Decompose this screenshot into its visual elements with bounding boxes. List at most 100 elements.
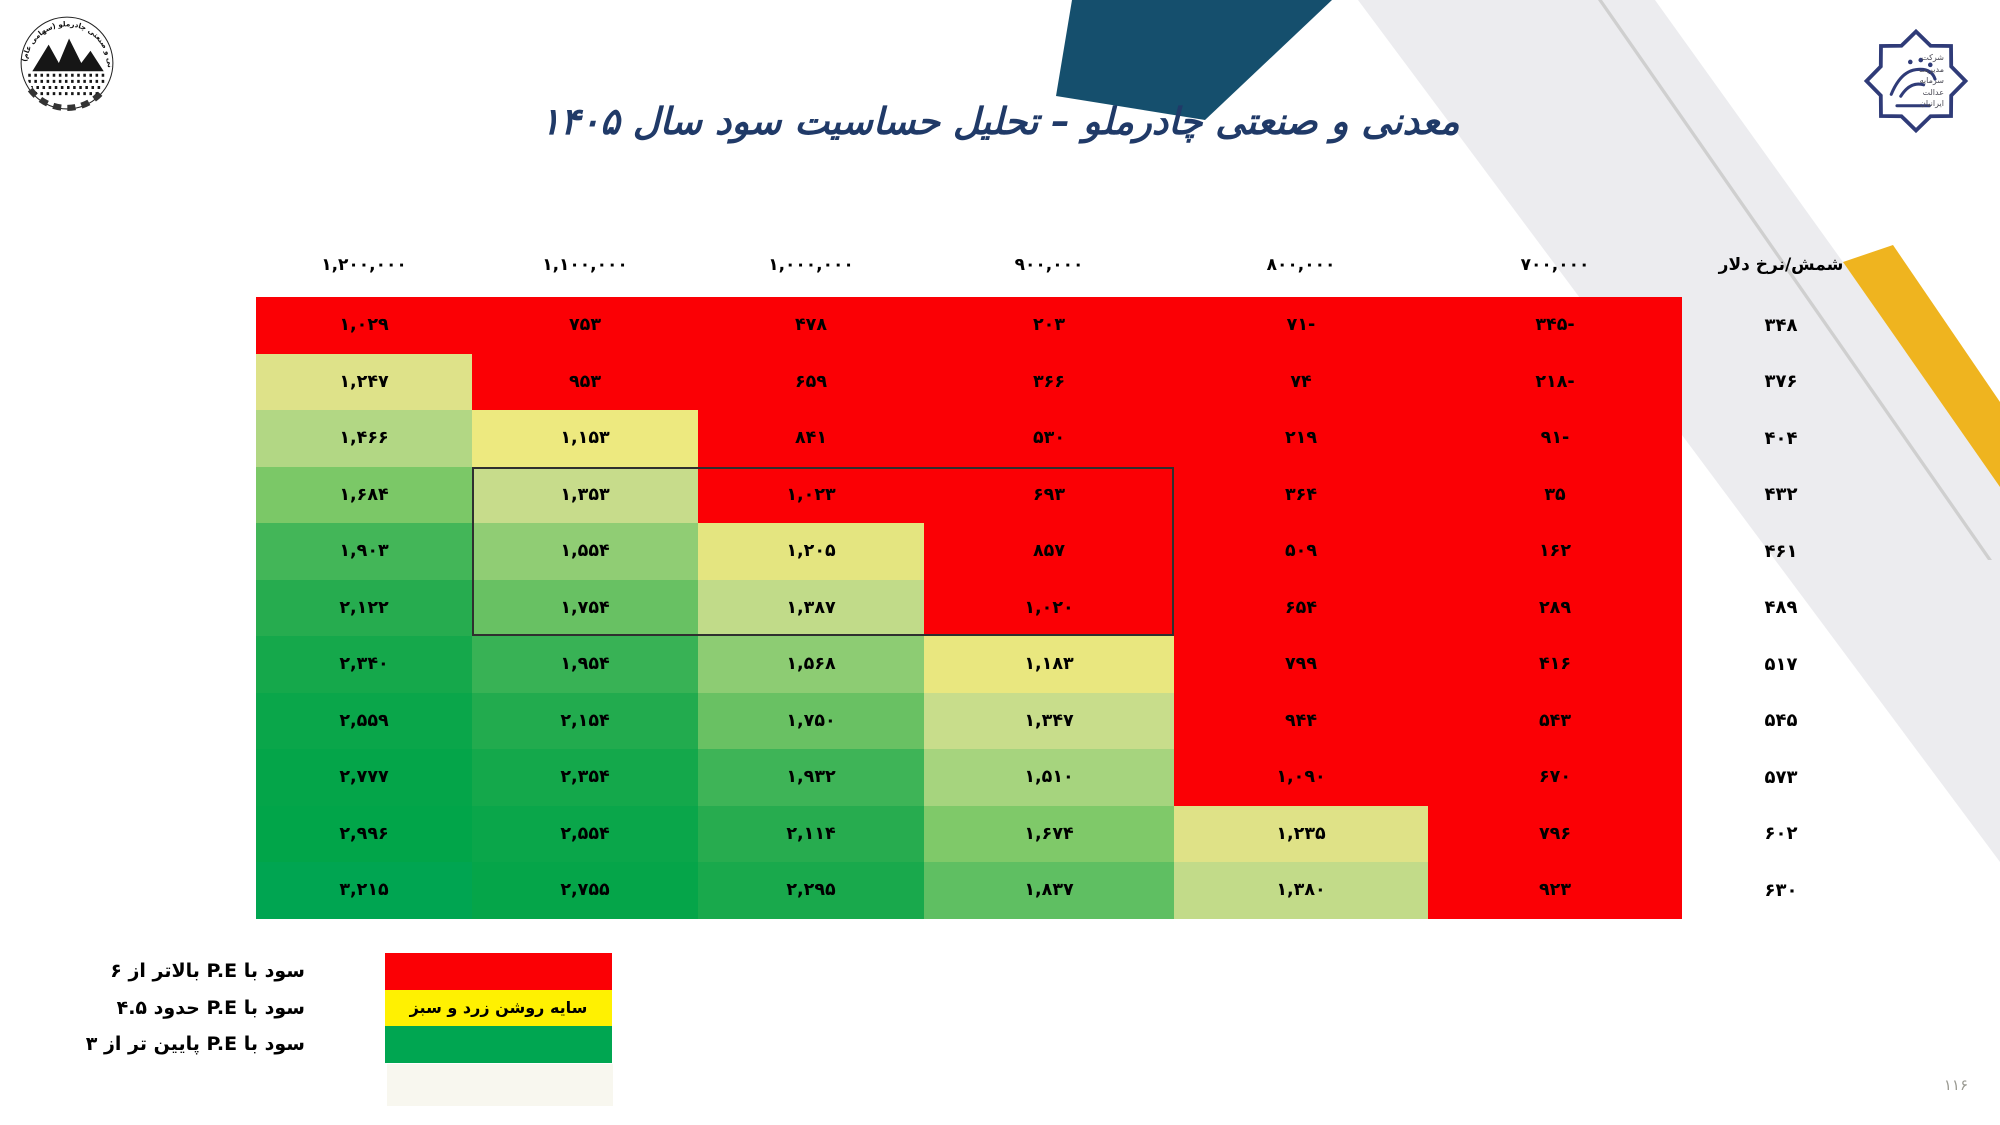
heatmap-cell: ۲,۷۷۷ [256, 749, 472, 806]
logo-ring-segments [27, 87, 107, 111]
heatmap-cell: ۷۵۳ [472, 297, 698, 354]
heatmap-cell: ۲,۹۹۶ [256, 805, 472, 862]
heatmap-cell: ۴۷۸ [698, 297, 924, 354]
heatmap-cell: ۱,۹۰۳ [256, 523, 472, 580]
heatmap-cell: ۱,۵۶۸ [698, 636, 924, 693]
page-title: معدنی و صنعتی چادرملو – تحلیل حساسیت سود… [540, 100, 1460, 143]
legend-label-red: سود با P.E بالاتر از ۶ [110, 960, 305, 982]
heatmap-cell: ۱,۳۵۳ [472, 466, 698, 523]
heatmap-cell: ۵۰۹ [1174, 523, 1428, 580]
legend-swatch-yellow: سایه روشن زرد و سبز [385, 989, 612, 1026]
column-header: ۹۰۰,۰۰۰ [1014, 255, 1084, 275]
row-label: ۳۷۶ [1764, 371, 1798, 393]
column-header: ۱,۱۰۰,۰۰۰ [542, 255, 628, 275]
heatmap-cell: ۱,۴۶۶ [256, 410, 472, 467]
heatmap-cell: ۱,۲۳۵ [1174, 805, 1428, 862]
chadormalu-logo: شرکت معدنی و صنعتی چادرملو (سهامی عام) [16, 10, 115, 111]
heatmap-cell: ۲,۷۵۵ [472, 862, 698, 919]
page-number: ۱۱۶ [1943, 1076, 1968, 1094]
heatmap-cell: ۱,۲۰۵ [698, 523, 924, 580]
row-label: ۴۰۴ [1764, 427, 1798, 449]
heatmap-cell: ۵۳۰ [924, 410, 1174, 467]
heatmap-cell: ۲,۱۱۴ [698, 805, 924, 862]
investment-company-logo [1863, 28, 1969, 134]
right-logo-text-line: سرمایه [1919, 76, 1944, 85]
heatmap-cell: ۲,۵۵۹ [256, 692, 472, 749]
heatmap-cell: ۷۹۶ [1428, 805, 1682, 862]
right-logo-text-line: عدالت [1922, 87, 1945, 97]
legend-glow [387, 1064, 613, 1106]
heatmap-cell: ۱,۳۸۷ [698, 579, 924, 636]
mountains-icon [32, 38, 104, 72]
heatmap-cell: ۱,۰۹۰ [1174, 749, 1428, 806]
heatmap-cell: ۱,۰۲۹ [256, 297, 472, 354]
heatmap-cell: ۷۹۹ [1174, 636, 1428, 693]
heatmap-cell: ۱,۸۳۷ [924, 862, 1174, 919]
row-label: ۴۳۲ [1764, 484, 1798, 506]
heatmap-cell: ۶۷۰ [1428, 749, 1682, 806]
logo-dot-rows [28, 73, 106, 96]
heatmap-cell: ۸۵۷ [924, 523, 1174, 580]
right-logo-text-line: ایرانیان [1919, 99, 1944, 108]
legend-label-yellow: سود با P.E حدود ۴.۵ [116, 996, 305, 1019]
heatmap-cell: ۱,۶۸۴ [256, 466, 472, 523]
heatmap-cell: ۲۸۹ [1428, 579, 1682, 636]
row-label: ۶۳۰ [1764, 879, 1798, 901]
legend-swatch-red [385, 953, 612, 990]
star-outline-icon [1863, 28, 1969, 134]
heatmap-cell: ۲۰۳ [924, 297, 1174, 354]
heatmap-cell: ۳۴۵- [1428, 297, 1682, 354]
heatmap-cell: ۳۵ [1428, 466, 1682, 523]
heatmap-cell: ۹۲۳ [1428, 862, 1682, 919]
heatmap-cell: ۱,۹۳۲ [698, 749, 924, 806]
heatmap-cell: ۱,۲۴۷ [256, 353, 472, 410]
row-label: ۵۱۷ [1764, 653, 1798, 675]
row-axis-header: شمش/نرخ دلار [1718, 255, 1844, 275]
row-label: ۵۷۳ [1764, 766, 1798, 788]
heatmap-cell: ۲۱۹ [1174, 410, 1428, 467]
column-header: ۱,۰۰۰,۰۰۰ [768, 255, 854, 275]
legend-swatch-green [385, 1026, 612, 1063]
calligraphy-strokes [1889, 67, 1937, 108]
heatmap-cell: ۱,۷۵۴ [472, 579, 698, 636]
row-label: ۳۴۸ [1764, 314, 1798, 336]
heatmap-cell: ۲,۳۴۰ [256, 636, 472, 693]
heatmap-cell: ۱,۰۲۳ [698, 466, 924, 523]
heatmap-cell: ۱,۳۸۰ [1174, 862, 1428, 919]
heatmap-cell: ۸۴۱ [698, 410, 924, 467]
heatmap-cell: ۳۶۶ [924, 353, 1174, 410]
heatmap-cell: ۳۶۴ [1174, 466, 1428, 523]
heatmap-cell: ۱,۵۵۴ [472, 523, 698, 580]
heatmap-cell: ۹۱- [1428, 410, 1682, 467]
heatmap-cell: ۱,۱۵۳ [472, 410, 698, 467]
heatmap-cell: ۹۴۴ [1174, 692, 1428, 749]
heatmap-cell: ۱,۵۱۰ [924, 749, 1174, 806]
column-header: ۱,۲۰۰,۰۰۰ [321, 255, 407, 275]
heatmap-cell: ۲,۵۵۴ [472, 805, 698, 862]
heatmap-cell: ۱,۱۸۳ [924, 636, 1174, 693]
heatmap-cell: ۱,۳۴۷ [924, 692, 1174, 749]
legend-swatch: سایه روشن زرد و سبز [385, 953, 612, 1063]
column-header: ۷۰۰,۰۰۰ [1520, 255, 1590, 275]
right-logo-text-line: مدیریت [1918, 64, 1944, 74]
heatmap-cell: ۴۱۶ [1428, 636, 1682, 693]
heatmap-cell: ۱۶۲ [1428, 523, 1682, 580]
heatmap-cell: ۹۵۳ [472, 353, 698, 410]
legend-labels: سود با P.E بالاتر از ۶ سود با P.E حدود ۴.… [40, 953, 305, 1063]
right-logo-text-line: شرکت [1921, 53, 1944, 62]
heatmap-cell: ۷۱- [1174, 297, 1428, 354]
heatmap-cell: ۷۴ [1174, 353, 1428, 410]
heatmap-cell: ۲,۲۹۵ [698, 862, 924, 919]
heatmap-cell: ۱,۶۷۴ [924, 805, 1174, 862]
right-logo-text: شرکت مدیریت سرمایه عدالت ایرانیان [1898, 52, 1944, 110]
heatmap-cell: ۱,۷۵۰ [698, 692, 924, 749]
heatmap-cell: ۲,۱۲۲ [256, 579, 472, 636]
row-label: ۵۴۵ [1764, 710, 1798, 732]
row-label: ۴۸۹ [1764, 597, 1798, 619]
heatmap-cell: ۱,۰۲۰ [924, 579, 1174, 636]
heatmap-cell: ۵۴۳ [1428, 692, 1682, 749]
heatmap-cell: ۱,۹۵۴ [472, 636, 698, 693]
row-label: ۶۰۲ [1764, 823, 1798, 845]
